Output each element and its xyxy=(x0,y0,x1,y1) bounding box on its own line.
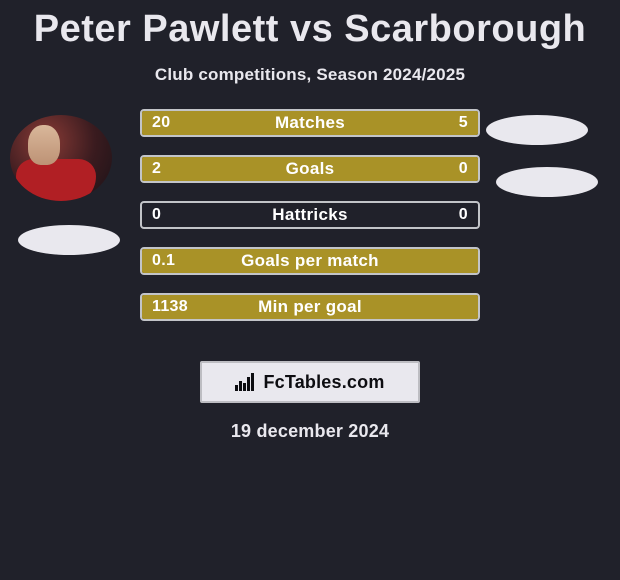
brand-badge[interactable]: FcTables.com xyxy=(200,361,420,403)
stat-row-goals-per-match: 0.1 Goals per match xyxy=(140,247,480,275)
stat-row-min-per-goal: 1138 Min per goal xyxy=(140,293,480,321)
player-left-name-placeholder xyxy=(18,225,120,255)
stat-bars: 20 Matches 5 2 Goals 0 0 Hattricks 0 0.1… xyxy=(140,109,480,339)
page-subtitle: Club competitions, Season 2024/2025 xyxy=(0,65,620,85)
stat-label: Hattricks xyxy=(142,205,478,225)
page-date: 19 december 2024 xyxy=(0,421,620,442)
stat-label: Goals per match xyxy=(142,251,478,271)
stat-row-hattricks: 0 Hattricks 0 xyxy=(140,201,480,229)
comparison-stage: 20 Matches 5 2 Goals 0 0 Hattricks 0 0.1… xyxy=(0,109,620,349)
player-left-avatar xyxy=(10,115,112,201)
stat-label: Goals xyxy=(142,159,478,179)
player-right-name-placeholder xyxy=(496,167,598,197)
bar-chart-icon xyxy=(235,373,257,391)
stat-row-matches: 20 Matches 5 xyxy=(140,109,480,137)
stat-label: Min per goal xyxy=(142,297,478,317)
stat-row-goals: 2 Goals 0 xyxy=(140,155,480,183)
page-title: Peter Pawlett vs Scarborough xyxy=(0,0,620,51)
stat-value-right: 0 xyxy=(459,206,468,224)
player-right-avatar-placeholder xyxy=(486,115,588,145)
brand-text: FcTables.com xyxy=(263,372,384,393)
stat-value-right: 5 xyxy=(459,114,468,132)
stat-value-right: 0 xyxy=(459,160,468,178)
stat-label: Matches xyxy=(142,113,478,133)
